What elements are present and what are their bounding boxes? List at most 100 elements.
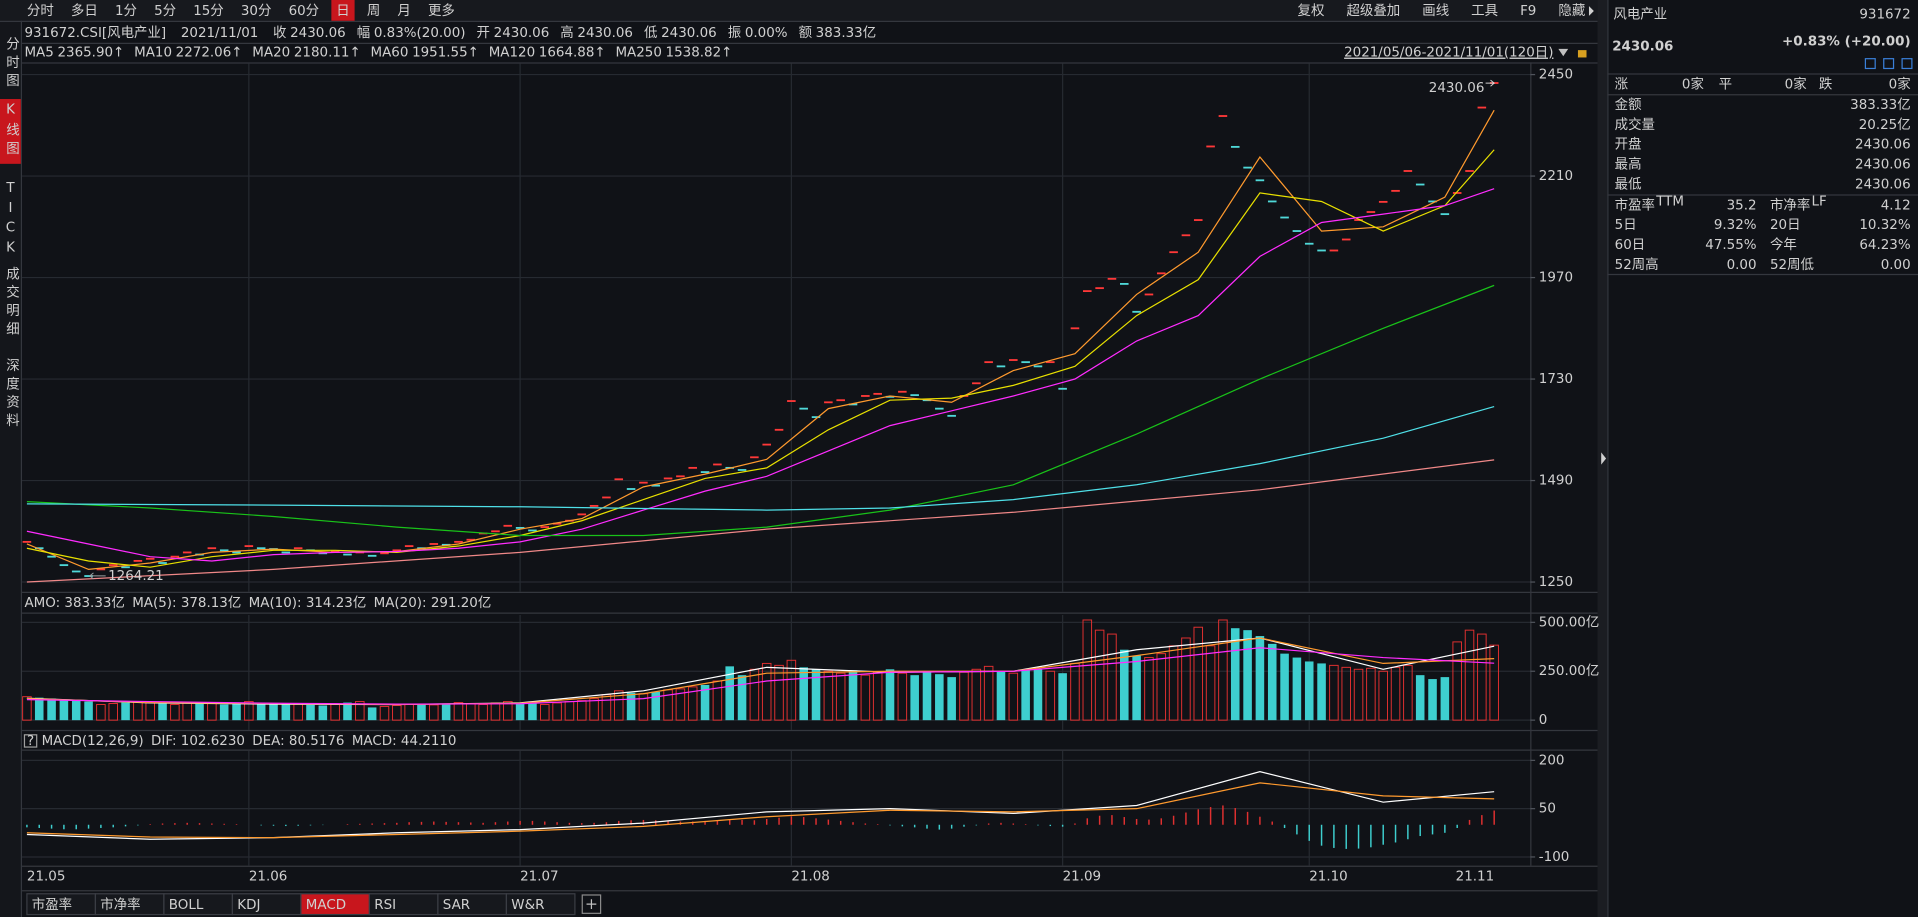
- kline-dash: [1107, 277, 1117, 280]
- quote-value: 383.33亿: [816, 25, 876, 41]
- volume-bar: [269, 703, 278, 721]
- tool-button[interactable]: 复权: [1298, 2, 1325, 19]
- volume-bar: [1477, 633, 1487, 721]
- volume-bar: [1353, 668, 1364, 721]
- pair-label: 20日: [1770, 218, 1801, 233]
- tool-button[interactable]: F9: [1520, 4, 1536, 19]
- sidebar-tab[interactable]: 分时图: [3, 37, 20, 92]
- indicator-tab[interactable]: RSI: [374, 898, 396, 913]
- range-dropdown: [1558, 48, 1569, 57]
- kline-dash: [540, 526, 550, 528]
- tool-button[interactable]: 隐藏: [1558, 3, 1585, 19]
- volume-bar: [897, 672, 908, 721]
- breadth-label: 涨: [1615, 76, 1629, 92]
- quote-value: 2430.06: [494, 26, 550, 41]
- volume-bar: [1218, 619, 1228, 721]
- period-tab[interactable]: 5分: [154, 3, 176, 19]
- indicator-tab[interactable]: BOLL: [169, 898, 204, 913]
- volume-bar: [429, 704, 439, 721]
- sidebar-tab[interactable]: TICK: [3, 181, 18, 261]
- pair-value: 47.55%: [1705, 238, 1756, 253]
- tool-arrow: [1588, 6, 1594, 16]
- period-tab[interactable]: 15分: [193, 3, 224, 19]
- tool-button[interactable]: 画线: [1422, 3, 1449, 19]
- quote-label: 开: [477, 26, 490, 41]
- period-tab[interactable]: 多日: [71, 2, 98, 19]
- series-line: [26, 405, 1495, 511]
- y-tick-label: 1490: [1539, 474, 1573, 489]
- indicator-tab[interactable]: KDJ: [237, 898, 260, 913]
- sidebar-tab[interactable]: K线图: [3, 103, 20, 160]
- volume-bar: [1415, 675, 1425, 721]
- kline-dash: [380, 552, 389, 555]
- legend-text: 2180.11↑: [294, 46, 361, 61]
- legend-text: MA(20): 291.20亿: [374, 595, 492, 611]
- period-tab[interactable]: 1分: [115, 3, 137, 19]
- volume-bar: [774, 664, 784, 721]
- legend-text: 2365.90↑: [57, 46, 124, 61]
- y-tick-label: 0: [1539, 713, 1548, 728]
- period-tab[interactable]: 分时: [27, 3, 54, 19]
- volume-bar: [71, 700, 81, 721]
- tool-button[interactable]: 超级叠加: [1346, 3, 1400, 19]
- kline-dash: [1440, 213, 1450, 216]
- kline-dash: [96, 568, 106, 571]
- help-box[interactable]: [23, 734, 38, 748]
- volume-bar: [885, 669, 895, 721]
- period-tab[interactable]: 更多: [428, 2, 455, 19]
- collapse-arrow[interactable]: [1601, 452, 1607, 465]
- quote-value: 2430.06: [577, 26, 633, 41]
- indicator-tab[interactable]: SAR: [443, 898, 470, 913]
- y-tick-label: 2210: [1539, 169, 1573, 184]
- kline-dash: [34, 547, 44, 550]
- kline-dash: [626, 488, 636, 490]
- period-tab[interactable]: 30分: [241, 3, 272, 19]
- volume-bar: [281, 704, 291, 721]
- period-tab[interactable]: 日: [336, 4, 349, 19]
- quote-label: 低: [644, 25, 657, 41]
- tool-button[interactable]: 工具: [1471, 4, 1498, 19]
- kline-dash: [1095, 287, 1104, 290]
- pair-label: 60日: [1615, 238, 1646, 253]
- add-tab[interactable]: [581, 894, 602, 914]
- sidebar-tab[interactable]: 深度资料: [3, 358, 20, 432]
- low-label: 1264.21: [108, 569, 164, 584]
- indicator-tab[interactable]: 市盈率: [32, 896, 72, 913]
- volume-bar: [121, 702, 130, 721]
- x-tick-label: 21.07: [520, 870, 558, 885]
- volume-bar: [1045, 670, 1056, 721]
- row-label: 最低: [1615, 176, 1642, 192]
- kline-dash: [515, 526, 525, 529]
- volume-bar: [910, 675, 919, 721]
- indicator-tab-bg[interactable]: [505, 893, 576, 916]
- volume-bar: [935, 674, 944, 721]
- period-tab-active: [331, 0, 355, 21]
- lock-icon: [1577, 50, 1587, 58]
- period-tab[interactable]: 月: [397, 4, 410, 19]
- sidebar-tab[interactable]: 成交明细: [3, 266, 20, 340]
- indicator-tab[interactable]: MACD: [306, 898, 346, 913]
- kline-dash: [219, 549, 229, 552]
- volume-bar: [1181, 637, 1191, 721]
- indicator-tab[interactable]: 市净率: [100, 896, 140, 913]
- volume-bar: [1132, 655, 1141, 721]
- volume-bar: [1378, 670, 1388, 721]
- period-tab[interactable]: 60分: [289, 3, 320, 19]
- range-label[interactable]: 2021/05/06-2021/11/01(120日): [1344, 46, 1553, 61]
- volume-bar: [823, 670, 834, 721]
- kline-dash: [663, 477, 673, 480]
- period-tab[interactable]: 周: [367, 4, 380, 19]
- volume-bar: [417, 703, 426, 721]
- volume-bar: [687, 686, 698, 721]
- kline-dash: [713, 463, 722, 466]
- kline-dash: [1354, 219, 1363, 221]
- kline-dash: [1218, 115, 1228, 117]
- help-icon[interactable]: ?: [27, 734, 34, 749]
- indicator-tab[interactable]: W&R: [511, 898, 544, 913]
- kline-dash: [639, 481, 648, 484]
- volume-bar: [1341, 666, 1351, 721]
- series-line: [26, 782, 1495, 839]
- kline-dash: [71, 570, 81, 573]
- quote-label: 高: [560, 24, 573, 41]
